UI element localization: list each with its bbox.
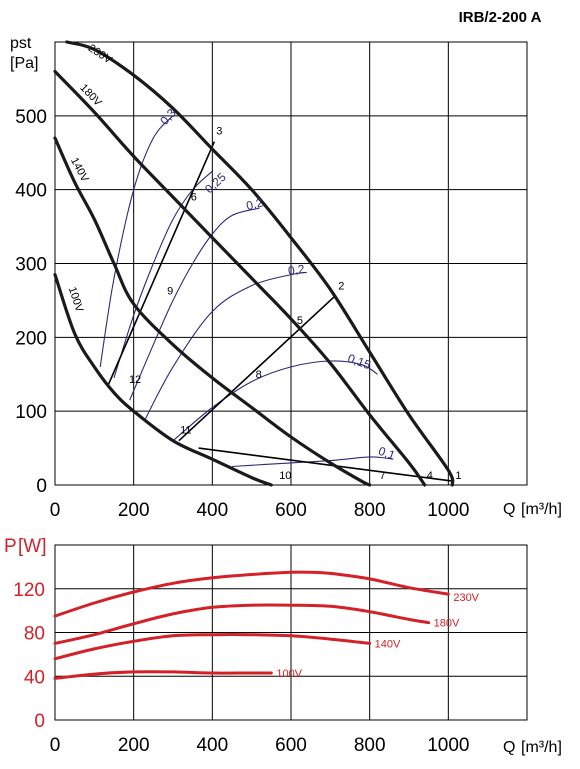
power-voltage-label: 230V: [453, 592, 479, 604]
pressure-y-tick: 100: [15, 402, 47, 423]
pressure-curve-230v: [65, 40, 455, 487]
power-x-axis-symbol: Q: [503, 739, 515, 756]
operating-point-label: 9: [167, 286, 173, 298]
operating-point-label: 11: [180, 424, 191, 436]
pressure-x-tick: 200: [118, 500, 150, 521]
power-y-axis-unit: [W]: [18, 536, 47, 557]
power-y-tick: 40: [24, 667, 45, 688]
pressure-y-tick: 300: [15, 255, 47, 276]
operating-lines: [107, 141, 455, 483]
power-voltage-label: 140V: [375, 638, 401, 650]
power-x-tick: 0: [50, 735, 61, 756]
efficiency-label: 0,2: [245, 195, 265, 213]
pressure-ticks: 0 200 400 600 800 1000 0 100 200 300 400 500: [15, 107, 469, 521]
power-x-tick: 800: [354, 735, 386, 756]
efficiency-line: [172, 360, 378, 442]
voltage-label: 140V: [68, 156, 91, 185]
operating-line: [178, 296, 335, 442]
power-chart: 230V 180V 140V 100V 0 200 400 600 800 1000 0 40 80 1…: [4, 536, 562, 756]
power-labels: 230V 180V 140V 100V: [276, 592, 479, 680]
operating-line: [198, 447, 455, 483]
pressure-curve-180v: [53, 69, 427, 487]
efficiency-label: 0,1: [377, 444, 398, 463]
power-curve-180v: [53, 603, 431, 645]
efficiency-label: 0,25: [202, 170, 229, 196]
pressure-y-axis-symbol: pst: [10, 35, 32, 52]
pressure-plot-frame: [54, 41, 528, 486]
pressure-y-tick: 200: [15, 328, 47, 349]
pressure-curves: [53, 40, 455, 487]
pressure-x-axis-symbol: Q: [503, 501, 515, 518]
power-y-tick: 120: [13, 580, 45, 601]
power-plot-frame: [54, 544, 528, 721]
voltage-label: 100V: [66, 285, 86, 314]
pressure-x-tick: 0: [50, 500, 61, 521]
pressure-x-axis-unit: [m³/h]: [521, 501, 562, 518]
operating-point-label: 10: [279, 470, 291, 482]
power-voltage-label: 100V: [276, 668, 302, 680]
operating-point-label: 4: [427, 470, 433, 482]
power-voltage-label: 180V: [434, 618, 460, 630]
power-x-axis-unit: [m³/h]: [521, 739, 562, 756]
figure-title: IRB/2-200 A: [459, 9, 542, 26]
pressure-y-tick: 500: [15, 107, 47, 128]
voltage-label: 180V: [77, 82, 104, 109]
power-x-tick: 600: [275, 735, 307, 756]
power-x-tick: 400: [196, 735, 228, 756]
power-curve-140v: [53, 633, 372, 661]
operating-point-label: 8: [256, 369, 262, 381]
power-x-tick: 200: [118, 735, 150, 756]
efficiency-label: 0,15: [346, 351, 373, 372]
operating-point-label: 7: [380, 470, 386, 482]
pressure-y-tick: 400: [15, 181, 47, 202]
operating-point-label: 1: [455, 470, 461, 482]
operating-point-label: 6: [191, 192, 197, 204]
pressure-curve-100v: [53, 273, 273, 487]
efficiency-line: [113, 170, 213, 379]
power-y-tick: 0: [34, 711, 45, 732]
power-curve-230v: [53, 570, 450, 618]
operating-point-label: 2: [338, 280, 344, 292]
power-x-tick: 1000: [427, 735, 469, 756]
pressure-x-tick: 1000: [427, 500, 469, 521]
pressure-y-tick: 0: [36, 476, 47, 497]
power-y-tick: 80: [24, 624, 45, 645]
operating-point-label: 3: [216, 125, 222, 137]
power-grid: [54, 544, 528, 721]
pressure-x-tick: 600: [275, 500, 307, 521]
power-ticks: 0 200 400 600 800 1000 0 40 80 120: [13, 580, 469, 756]
efficiency-line: [231, 456, 394, 468]
efficiency-line: [129, 207, 260, 401]
efficiency-line: [99, 115, 174, 367]
pressure-y-axis-unit: [Pa]: [10, 55, 38, 72]
power-y-axis-symbol: P: [4, 536, 17, 557]
pressure-x-tick: 400: [196, 500, 228, 521]
operating-point-label: 12: [129, 374, 141, 386]
voltage-label: 230V: [86, 42, 115, 66]
operating-line: [107, 141, 216, 386]
operating-point-label: 5: [297, 315, 303, 327]
pressure-curve-140v: [53, 136, 372, 487]
pressure-x-tick: 800: [354, 500, 386, 521]
efficiency-line: [145, 271, 307, 419]
power-curve-100v: [53, 670, 273, 680]
power-curves: [53, 570, 450, 680]
efficiency-label: 0,2: [287, 262, 306, 278]
